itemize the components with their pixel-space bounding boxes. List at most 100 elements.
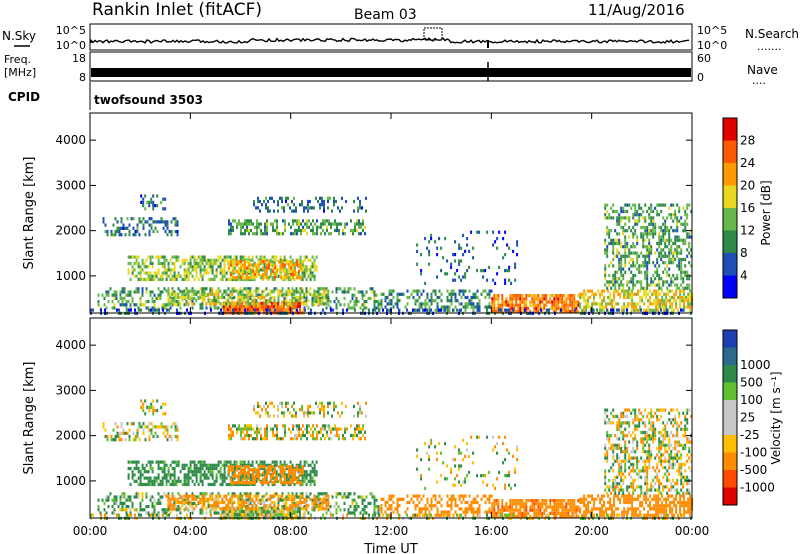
scatter-cell [325, 293, 328, 297]
scatter-cell [105, 495, 108, 499]
scatter-cell [311, 507, 314, 511]
scatter-cell [171, 292, 174, 296]
scatter-cell [150, 405, 153, 409]
scatter-cell [478, 230, 481, 234]
scatter-cell [624, 261, 627, 265]
scatter-cell [185, 300, 188, 304]
scatter-cell [322, 228, 324, 233]
scatter-cell [496, 246, 499, 250]
scatter-cell [157, 498, 160, 502]
scatter-cell [321, 292, 324, 296]
scatter-cell [175, 505, 178, 509]
scatter-cell [141, 482, 144, 487]
scatter-cell [193, 302, 196, 306]
scatter-cell [618, 251, 621, 255]
scatter-cell [274, 481, 276, 485]
scatter-cell [311, 466, 314, 471]
scatter-cell [282, 506, 285, 510]
scatter-cell [155, 274, 158, 278]
scatter-cell [150, 197, 153, 201]
scatter-cell [646, 280, 649, 284]
scatter-cell [347, 306, 350, 310]
scatter-cell [249, 507, 252, 511]
scatter-cell [175, 463, 178, 467]
scatter-cell [137, 255, 140, 259]
scatter-cell [259, 466, 262, 471]
scatter-cell [251, 302, 254, 306]
scatter-cell [273, 492, 276, 496]
scatter-cell [244, 427, 246, 431]
scatter-cell [301, 492, 304, 496]
scatter-cell [270, 477, 272, 482]
scatter-cell [179, 265, 182, 269]
scatter-cell [176, 220, 179, 224]
scatter-cell [193, 470, 196, 474]
scatter-cell [165, 268, 168, 272]
scatter-cell [253, 277, 256, 282]
scatter-cell [230, 477, 232, 482]
scatter-cell [245, 295, 248, 300]
scatter-cell [244, 276, 246, 280]
scatter-cell [498, 265, 501, 269]
scatter-cell [541, 306, 544, 310]
scatter-cell [236, 474, 238, 478]
scatter-cell [165, 494, 168, 498]
scatter-cell [632, 235, 635, 239]
scatter-cell [284, 308, 287, 312]
scatter-cell [314, 427, 316, 431]
scatter-cell [621, 305, 624, 309]
scatter-cell [668, 273, 671, 278]
scatter-cell [183, 476, 186, 480]
scatter-cell [123, 287, 126, 291]
scatter-cell [127, 300, 130, 304]
scatter-cell [608, 280, 611, 284]
scatter-cell [250, 222, 252, 226]
scatter-cell [478, 305, 481, 309]
scatter-cell [116, 431, 119, 435]
scatter-cell [682, 280, 685, 284]
scatter-cell [169, 268, 172, 272]
scatter-cell [341, 196, 343, 200]
scatter-cell [300, 471, 302, 475]
scatter-cell [495, 294, 498, 298]
scatter-cell [201, 258, 204, 262]
scatter-cell [402, 292, 405, 296]
scatter-cell [262, 477, 264, 482]
scatter-cell [187, 274, 190, 278]
scatter-cell [141, 277, 144, 282]
scatter-cell [517, 303, 520, 307]
scatter-cell [189, 500, 192, 505]
scatter-cell [563, 303, 566, 307]
scatter-cell [428, 253, 431, 257]
scatter-cell [174, 223, 177, 227]
scatter-cell [147, 306, 150, 310]
scatter-cell [656, 270, 659, 274]
scatter-cell [266, 219, 268, 223]
scatter-cell [238, 477, 240, 482]
scatter-cell [317, 500, 320, 505]
scatter-cell [637, 302, 640, 306]
scatter-cell [325, 302, 328, 306]
scatter-cell [250, 427, 252, 431]
scatter-cell [293, 292, 296, 296]
scatter-cell [142, 226, 145, 230]
scatter-cell [294, 471, 296, 475]
scatter-cell [233, 271, 236, 275]
scatter-cell [209, 470, 212, 474]
scatter-cell [638, 213, 641, 217]
scatter-cell [285, 293, 288, 297]
scatter-cell [187, 289, 190, 293]
scatter-cell [307, 479, 310, 483]
scatter-cell [352, 232, 354, 236]
scatter-cell [362, 308, 364, 312]
scatter-cell [133, 290, 136, 294]
scatter-cell [260, 228, 262, 233]
scatter-cell [294, 228, 296, 233]
scatter-cell [256, 474, 258, 478]
scatter-cell [325, 498, 328, 502]
scatter-cell [261, 500, 264, 505]
scatter-cell [681, 295, 684, 300]
scatter-cell [314, 437, 316, 441]
scatter-cell [454, 259, 457, 263]
